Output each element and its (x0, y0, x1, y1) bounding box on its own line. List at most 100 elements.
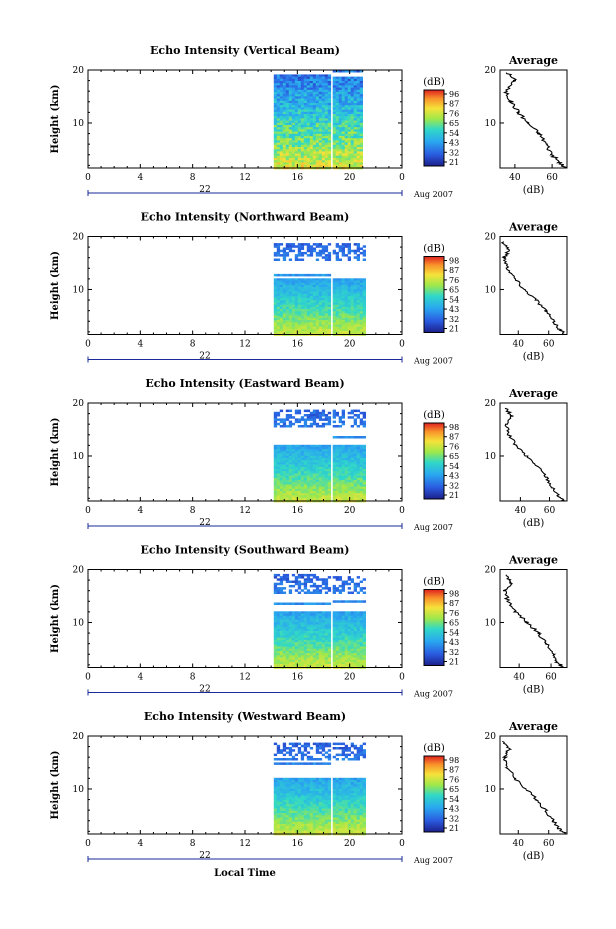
heatmap-cell (276, 116, 281, 119)
heatmap-cell (294, 473, 299, 476)
heatmap-cell (297, 83, 302, 86)
heatmap-cell (309, 447, 314, 450)
heatmap-cell (324, 466, 329, 470)
heatmap-cell (344, 87, 348, 91)
heatmap-cell (359, 328, 363, 332)
heatmap-cell (288, 589, 293, 592)
heatmap-cell (359, 76, 363, 80)
heatmap-cell (318, 777, 323, 781)
heatmap-cell (303, 85, 308, 88)
heatmap-cell (338, 120, 342, 124)
heatmap-cell (312, 475, 317, 479)
heatmap-cell (291, 81, 296, 84)
heatmap-cell (318, 653, 323, 656)
heatmap-cell (303, 425, 308, 428)
heatmap-cell (300, 782, 305, 785)
heatmap-cell (279, 133, 284, 137)
heatmap-cell (327, 635, 332, 638)
heatmap-cell (315, 648, 320, 652)
heatmap-cell (309, 291, 314, 294)
heatmap-cell (294, 462, 299, 465)
heatmap-cell (273, 626, 278, 630)
heatmap-cell (285, 795, 290, 798)
heatmap-cell (315, 81, 320, 84)
heatmap-cell (279, 482, 284, 485)
heatmap-cell (303, 155, 308, 159)
heatmap-cell (300, 804, 305, 807)
heatmap-cell (282, 444, 287, 448)
heatmap-cell (291, 799, 296, 803)
heatmap-cell (353, 78, 357, 82)
heatmap-cell (303, 304, 308, 308)
heatmap-cell (362, 587, 366, 590)
heatmap-cell (300, 628, 305, 632)
heatmap-cell (300, 444, 305, 448)
heatmap-cell (315, 455, 320, 459)
heatmap-cell (288, 324, 293, 327)
heatmap-cell (291, 447, 296, 450)
heatmap-cell (338, 151, 342, 154)
heatmap-cell (294, 480, 299, 483)
heatmap-cells (273, 409, 366, 503)
heatmap-cell (294, 646, 299, 649)
heatmap-cell (356, 315, 360, 319)
heatmap-cell (332, 291, 336, 294)
heatmap-cell (327, 420, 332, 424)
heatmap-cell (315, 486, 320, 490)
heatmap-cell (335, 144, 339, 148)
heatmap-cell (309, 302, 314, 305)
x-tick-label: 12 (239, 340, 250, 350)
heatmap-cell (297, 495, 302, 498)
heatmap-cell (359, 320, 363, 323)
heatmap-cell (288, 289, 293, 292)
heatmap-cell (359, 484, 363, 487)
heatmap-cell (273, 162, 278, 165)
heatmap-cell (338, 311, 342, 314)
heatmap-cell (318, 92, 323, 95)
heatmap-cell (344, 642, 348, 645)
heatmap-cell (297, 94, 302, 97)
heatmap-cell (288, 147, 293, 150)
heatmap-cell (285, 469, 290, 472)
heatmap-cell (300, 149, 305, 152)
heatmap-cell (282, 247, 287, 250)
heatmap-cell (300, 795, 305, 798)
heatmap-cell (300, 613, 305, 616)
heatmap-cell (303, 458, 308, 461)
heatmap-cell (353, 282, 357, 286)
heatmap-cell (279, 447, 284, 450)
heatmap-cell (335, 458, 339, 461)
heatmap-cell (276, 142, 281, 146)
heatmap-cell (335, 462, 339, 465)
heatmap-cell (335, 89, 339, 93)
heatmap-cell (312, 469, 317, 472)
heatmap-cell (291, 780, 296, 783)
heatmap-cell (309, 799, 314, 803)
heatmap-cell (309, 444, 314, 448)
profile-x-tick-label: 40 (515, 506, 527, 516)
heatmap-cell (321, 475, 326, 479)
heatmap-cell (288, 813, 293, 816)
heatmap-cell (297, 284, 302, 288)
heatmap-cell (303, 813, 308, 816)
heatmap-cell (318, 81, 323, 84)
heatmap-cell (297, 808, 302, 812)
heatmap-cell (318, 657, 323, 660)
heatmap-cell (344, 158, 348, 161)
heatmap-cell (359, 659, 363, 663)
heatmap-cell (321, 648, 326, 652)
heatmap-cell (335, 453, 339, 457)
heatmap-cell (282, 306, 287, 310)
heatmap-cell (318, 444, 323, 448)
heatmap-cell (324, 147, 329, 150)
heatmap-cell (321, 451, 326, 454)
heatmap-cell (341, 293, 345, 297)
heatmap-cell (297, 282, 302, 286)
heatmap-cell (288, 473, 293, 476)
heatmap-cell (332, 94, 336, 97)
heatmap-cell (327, 488, 332, 492)
heatmap-cell (312, 81, 317, 84)
heatmap-cell (350, 107, 354, 110)
heatmap-cell (356, 409, 360, 413)
heatmap-cell (288, 409, 293, 413)
